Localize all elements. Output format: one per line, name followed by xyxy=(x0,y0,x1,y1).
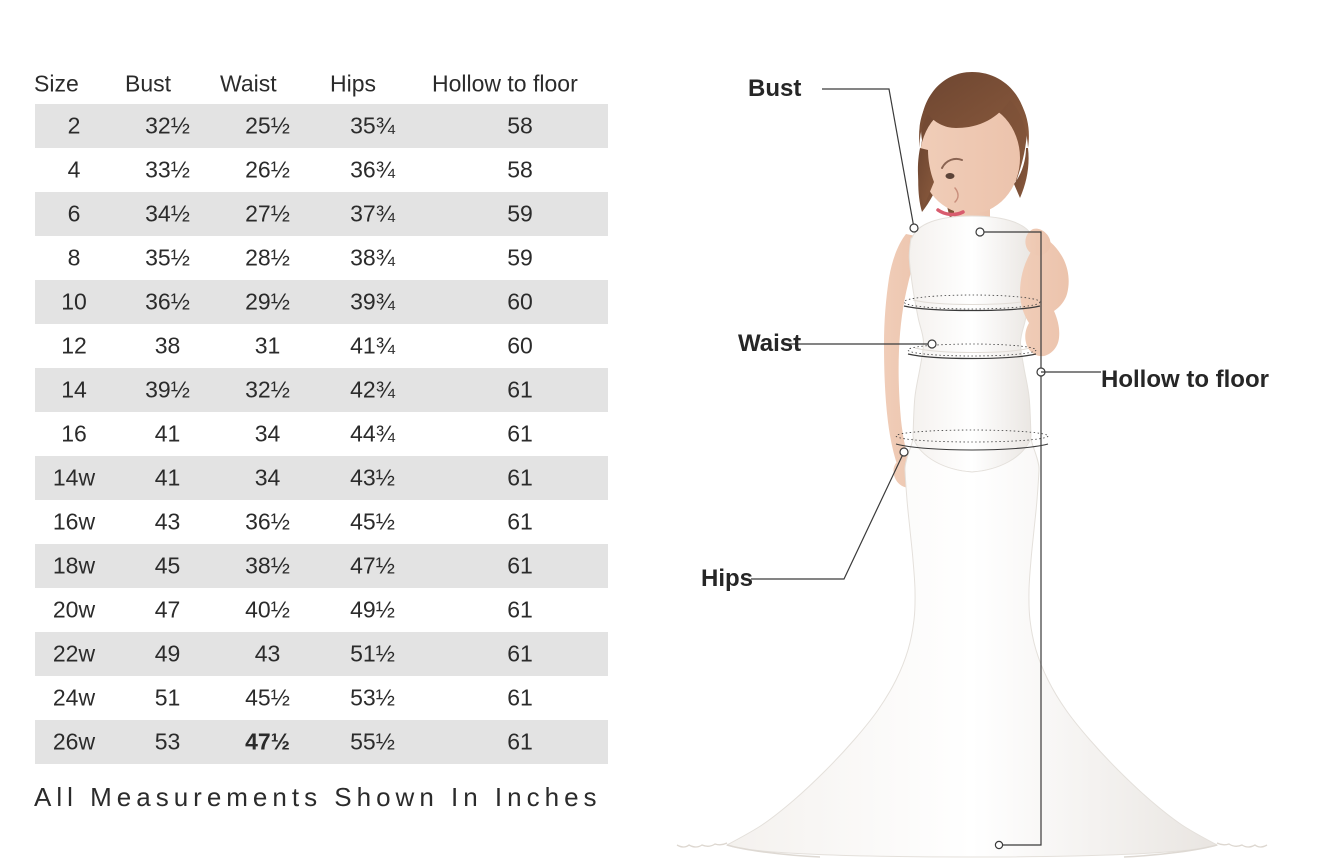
svg-text:Bust: Bust xyxy=(748,75,801,102)
svg-text:Hips: Hips xyxy=(701,565,753,592)
svg-text:Waist: Waist xyxy=(738,330,801,357)
svg-text:Hollow to floor: Hollow to floor xyxy=(1101,366,1269,393)
